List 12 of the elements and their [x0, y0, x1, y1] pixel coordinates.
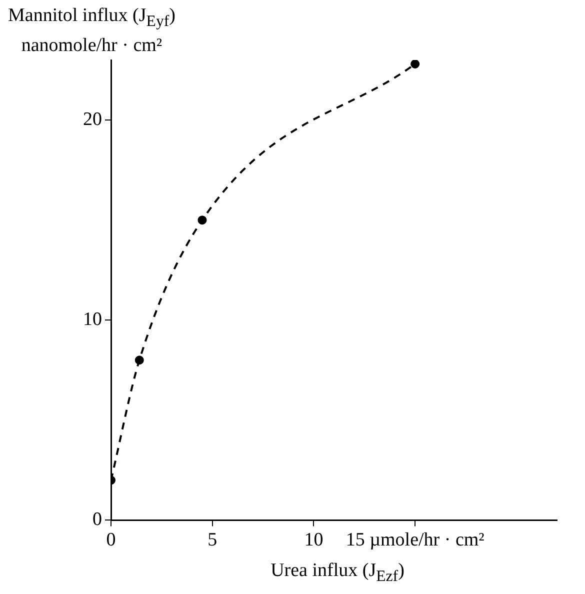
- point: [198, 216, 207, 225]
- x-tick-label: 15 µmole/hr · cm²: [346, 530, 485, 551]
- x-tick-label: 10: [304, 530, 324, 551]
- x-tick-label: 5: [208, 530, 218, 551]
- y-tick-label: 0: [92, 509, 102, 530]
- point: [410, 60, 420, 68]
- y-tick-label: 20: [83, 109, 102, 130]
- x-tick-label: 0: [106, 530, 116, 551]
- y-tick-label: 10: [83, 309, 102, 330]
- y-axis-title: Mannitol influx (J$_{Eyf}$) nanomole/hr · cm²: [8, 4, 176, 58]
- point: [134, 356, 144, 365]
- x-axis-title: Urea influx (J$_{Ezf}$): [270, 560, 406, 586]
